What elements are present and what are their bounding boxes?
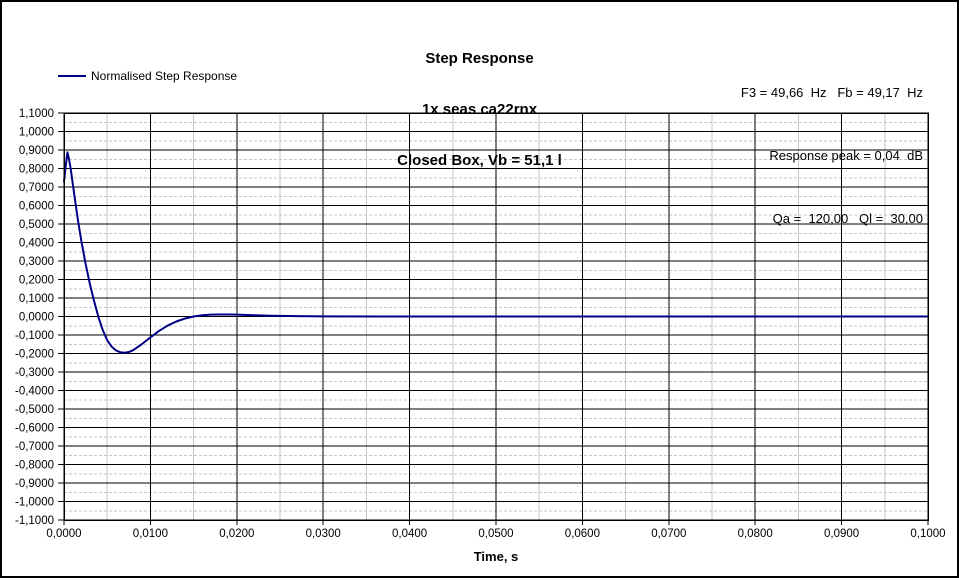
step-response-curve — [63, 151, 929, 354]
info-response-peak: Response peak = 0,04 dB — [769, 148, 923, 163]
chart-title: Step Response — [425, 50, 534, 67]
x-tick-label: 0,0800 — [738, 528, 773, 540]
y-tick-labels: 1,1000 1,0000 0,9000 0,8000 0,7000 0,6000 0,50… — [15, 108, 54, 527]
y-tick-label: -0,1000 — [15, 330, 54, 342]
y-tick-label: 0,1000 — [19, 293, 54, 305]
x-tick-label: 0,0100 — [133, 528, 168, 540]
y-tick-label: 1,1000 — [19, 108, 54, 120]
y-tick-label: 0,6000 — [19, 201, 54, 213]
chart-subtitle-driver: 1x seas ca22rnx — [421, 101, 538, 118]
x-tick-label: 0,0300 — [306, 528, 341, 540]
y-tick-label: 0,2000 — [19, 275, 54, 287]
y-tick-label: -0,3000 — [15, 367, 54, 379]
y-tick-label: 1,0000 — [19, 127, 54, 139]
y-tick-label: 0,3000 — [19, 256, 54, 268]
x-tick-label: 0,1000 — [910, 528, 945, 540]
series-curves — [63, 151, 929, 354]
y-tick-label: 0,8000 — [19, 164, 54, 176]
x-tick-label: 0,0500 — [478, 528, 513, 540]
y-tick-label: 0,9000 — [19, 145, 54, 157]
axis-ticks — [58, 112, 929, 525]
y-tick-label: -0,9000 — [15, 478, 54, 490]
x-tick-label: 0,0400 — [392, 528, 427, 540]
y-tick-label: -1,1000 — [15, 515, 54, 527]
y-tick-label: 0,4000 — [19, 238, 54, 250]
info-qa-ql: Qa = 120,00 Ql = 30,00 — [772, 211, 923, 226]
chart-title-block: Step Response 1x seas ca22rnx Closed Box… — [2, 16, 957, 186]
x-tick-label: 0,0200 — [219, 528, 254, 540]
y-tick-label: -0,7000 — [15, 441, 54, 453]
y-tick-label: -0,6000 — [15, 423, 54, 435]
x-axis-title: Time, s — [473, 549, 519, 564]
x-tick-label: 0,0900 — [824, 528, 859, 540]
y-tick-label: 0,0000 — [19, 312, 54, 324]
y-tick-label: -0,4000 — [15, 386, 54, 398]
x-tick-label: 0,0600 — [565, 528, 600, 540]
y-tick-label: 0,5000 — [19, 219, 54, 231]
y-tick-label: -1,0000 — [15, 497, 54, 509]
info-f3-fb: F3 = 49,66 Hz Fb = 49,17 Hz — [740, 85, 923, 100]
y-tick-label: -0,2000 — [15, 349, 54, 361]
y-tick-label: -0,8000 — [15, 460, 54, 472]
simulation-info-block: F3 = 49,66 Hz Fb = 49,17 Hz Response pea… — [741, 40, 923, 250]
grid-major — [63, 112, 929, 521]
chart-subtitle-box: Closed Box, Vb = 51,1 l — [397, 152, 562, 169]
x-tick-label: 0,0700 — [651, 528, 686, 540]
y-tick-label: -0,5000 — [15, 404, 54, 416]
legend-label: Normalised Step Response — [91, 69, 238, 83]
x-tick-label: 0,0000 — [46, 528, 81, 540]
plot-border — [63, 112, 929, 521]
legend-line-swatch — [58, 75, 86, 77]
legend: Normalised Step Response — [58, 69, 237, 83]
y-tick-label: 0,7000 — [19, 182, 54, 194]
x-tick-labels: 0,0000 0,0100 0,0200 0,0300 0,0400 0,0500 0,06… — [46, 528, 945, 540]
